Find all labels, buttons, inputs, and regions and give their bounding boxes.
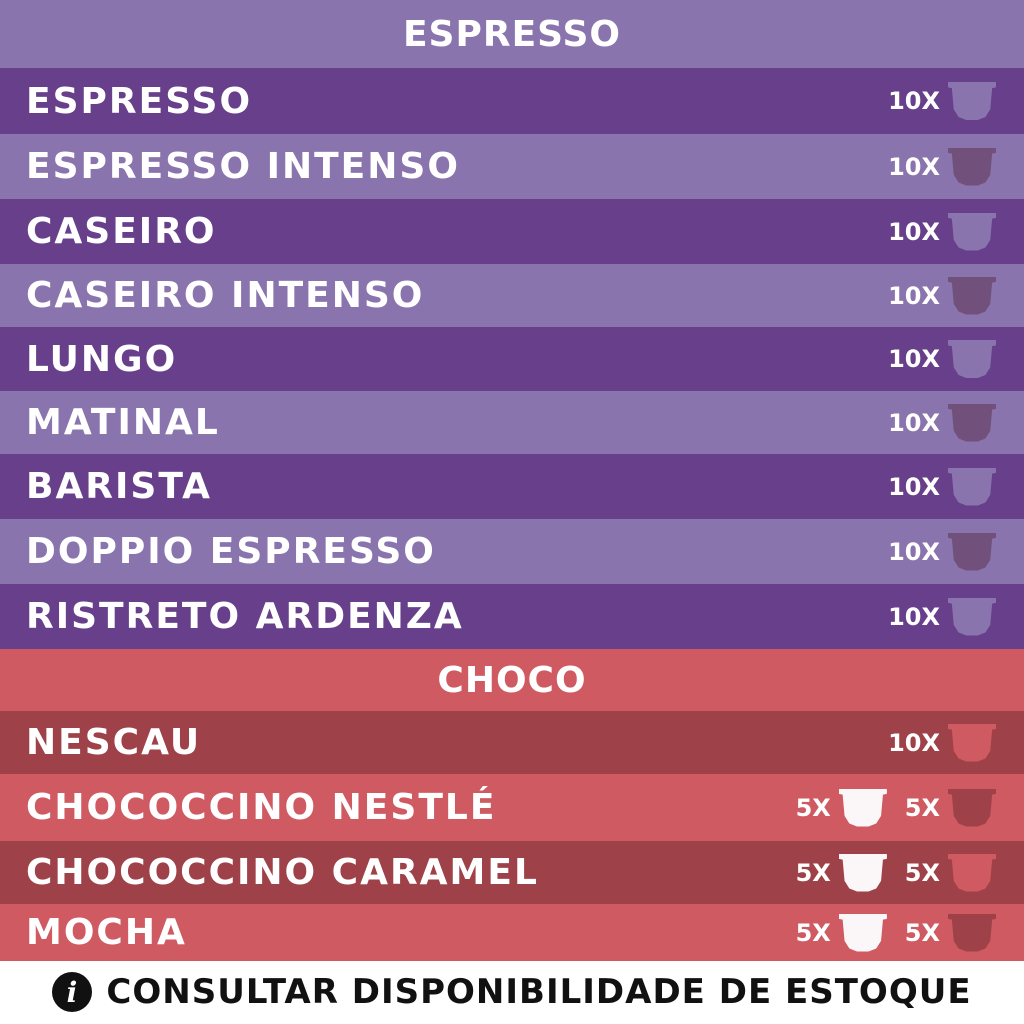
- menu-item: MOCHA 5X 5X: [0, 904, 1024, 961]
- quantity-label: 10X: [888, 281, 940, 310]
- item-name: LUNGO: [26, 338, 178, 380]
- section-header-espresso: ESPRESSO: [0, 0, 1024, 68]
- item-quantity: 10X: [870, 276, 996, 315]
- capsule-icon: [948, 788, 996, 827]
- item-name: CHOCOCCINO CARAMEL: [26, 852, 539, 893]
- item-name: CASEIRO INTENSO: [26, 275, 425, 316]
- menu-item: CASEIRO INTENSO 10X: [0, 264, 1024, 327]
- item-name: MOCHA: [26, 912, 187, 953]
- quantity-label: 5X: [795, 918, 831, 947]
- menu-item: CASEIRO 10X: [0, 199, 1024, 264]
- item-name: ESPRESSO INTENSO: [26, 146, 460, 187]
- item-name: ESPRESSO: [26, 80, 253, 122]
- quantity-label: 10X: [888, 602, 940, 631]
- item-quantity: 10X: [870, 723, 996, 762]
- menu-item: RISTRETO ARDENZA 10X: [0, 584, 1024, 649]
- item-quantity: 10X: [870, 467, 996, 506]
- menu-item: CHOCOCCINO NESTLÉ 5X 5X: [0, 774, 1024, 841]
- quantity-label: 10X: [888, 217, 940, 246]
- capsule-icon: [948, 212, 996, 251]
- menu-item: ESPRESSO INTENSO 10X: [0, 134, 1024, 199]
- menu-item: ESPRESSO 10X: [0, 68, 1024, 134]
- quantity-label: 10X: [888, 728, 940, 757]
- menu-item: DOPPIO ESPRESSO 10X: [0, 519, 1024, 584]
- item-quantity: 5X 5X: [778, 853, 996, 892]
- footer-text: CONSULTAR DISPONIBILIDADE DE ESTOQUE: [106, 972, 972, 1012]
- quantity-label: 10X: [888, 408, 940, 437]
- capsule-icon: [838, 913, 887, 952]
- capsule-icon: [948, 276, 996, 315]
- item-quantity: 5X 5X: [778, 913, 996, 952]
- item-quantity: 10X: [870, 403, 996, 442]
- menu-item: MATINAL 10X: [0, 391, 1024, 454]
- item-quantity: 10X: [870, 597, 996, 636]
- quantity-label: 10X: [888, 152, 940, 181]
- capsule-icon: [948, 467, 996, 506]
- item-name: BARISTA: [26, 466, 212, 507]
- capsule-icon: [838, 788, 887, 827]
- footer-notice: i CONSULTAR DISPONIBILIDADE DE ESTOQUE: [0, 961, 1024, 1023]
- item-name: CHOCOCCINO NESTLÉ: [26, 787, 497, 828]
- item-quantity: 10X: [870, 82, 996, 120]
- item-name: RISTRETO ARDENZA: [26, 596, 464, 637]
- quantity-label: 5X: [904, 793, 940, 822]
- capsule-icon: [948, 403, 996, 442]
- menu-item: CHOCOCCINO CARAMEL 5X 5X: [0, 841, 1024, 904]
- quantity-label: 10X: [888, 472, 940, 501]
- quantity-label: 5X: [904, 858, 940, 887]
- quantity-label: 10X: [888, 87, 940, 115]
- capsule-icon: [948, 597, 996, 636]
- capsule-icon: [838, 853, 887, 892]
- capsule-icon: [948, 82, 996, 120]
- capsule-icon: [948, 340, 996, 378]
- item-quantity: 5X 5X: [778, 788, 996, 827]
- quantity-label: 5X: [795, 793, 831, 822]
- section-header-choco: CHOCO: [0, 649, 1024, 711]
- item-quantity: 10X: [870, 340, 996, 378]
- quantity-label: 5X: [795, 858, 831, 887]
- item-name: MATINAL: [26, 402, 220, 443]
- item-quantity: 10X: [870, 532, 996, 571]
- capsule-icon: [948, 913, 996, 952]
- item-quantity: 10X: [870, 147, 996, 186]
- menu-item: BARISTA 10X: [0, 454, 1024, 519]
- capsule-icon: [948, 147, 996, 186]
- quantity-label: 10X: [888, 345, 940, 373]
- menu-item: NESCAU 10X: [0, 711, 1024, 774]
- menu-item: LUNGO 10X: [0, 327, 1024, 391]
- quantity-label: 5X: [904, 918, 940, 947]
- capsule-icon: [948, 723, 996, 762]
- capsule-icon: [948, 532, 996, 571]
- item-quantity: 10X: [870, 212, 996, 251]
- item-name: NESCAU: [26, 722, 202, 763]
- info-icon: i: [52, 972, 93, 1012]
- quantity-label: 10X: [888, 537, 940, 566]
- menu: ESPRESSO ESPRESSO 10X ESPRESSO INTENSO 10X CA…: [0, 0, 1024, 961]
- item-name: CASEIRO: [26, 211, 217, 252]
- item-name: DOPPIO ESPRESSO: [26, 531, 436, 572]
- capsule-icon: [948, 853, 996, 892]
